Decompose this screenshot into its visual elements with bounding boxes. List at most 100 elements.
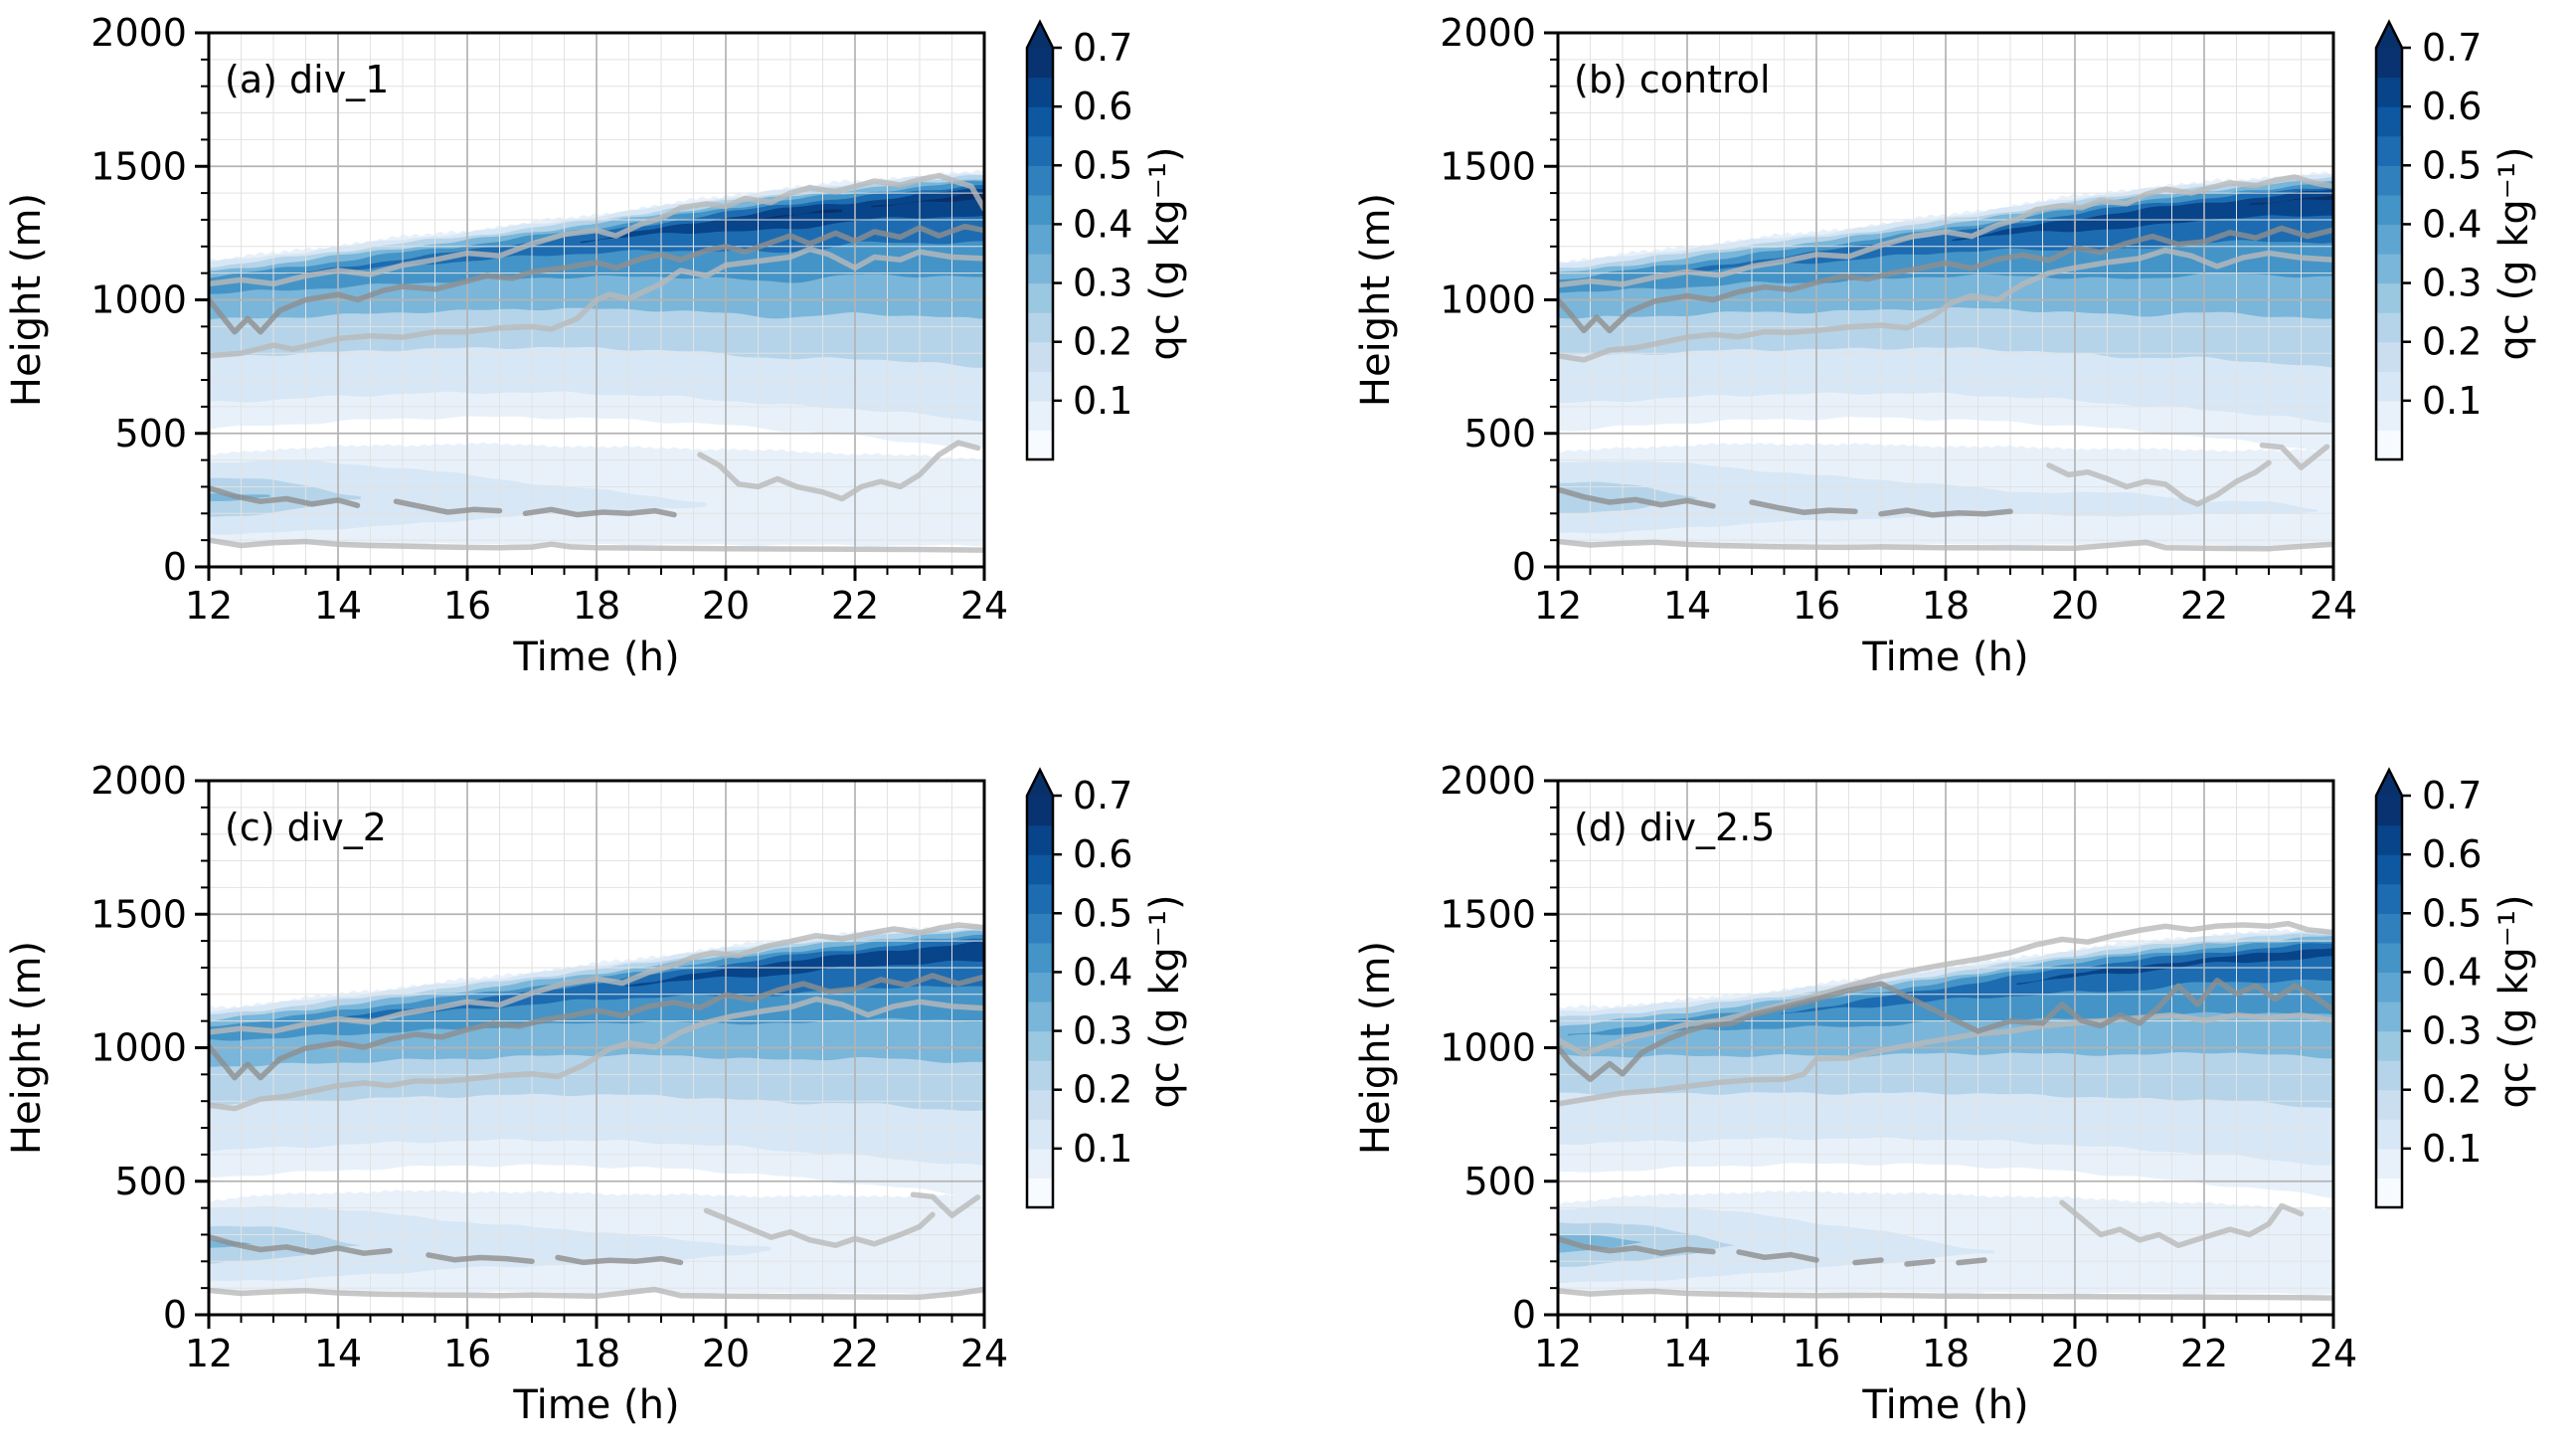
colorbar-segment xyxy=(2376,224,2402,255)
colorbar-tick-label: 0.2 xyxy=(2422,320,2482,364)
colorbar-segment xyxy=(2376,972,2402,1002)
y-tick-label: 2000 xyxy=(1440,11,1536,55)
gray-contour-line xyxy=(1558,538,2333,552)
contour-band-0.6 xyxy=(625,941,984,987)
gray-contour-line xyxy=(1558,1288,2333,1301)
colorbar-tick-label: 0.5 xyxy=(1073,891,1132,935)
x-tick-label: 12 xyxy=(1534,584,1582,628)
colorbar-tick-label: 0.2 xyxy=(2422,1068,2482,1112)
colorbar-tick-label: 0.7 xyxy=(1073,774,1132,818)
colorbar-segment xyxy=(2376,1001,2402,1032)
colorbar-segment xyxy=(1027,1030,1053,1061)
x-tick-label: 14 xyxy=(1663,584,1711,628)
x-axis-label: Time (h) xyxy=(512,1382,679,1428)
colorbar-segment xyxy=(2376,341,2402,372)
colorbar-segment xyxy=(1027,341,1053,372)
contour-band-0.6 xyxy=(1952,189,2333,242)
colorbar-segment xyxy=(2376,254,2402,284)
gray-contour-line xyxy=(209,1233,393,1256)
x-tick-label: 24 xyxy=(960,1332,1008,1375)
gray-contour-line xyxy=(209,996,984,1112)
y-axis-label: Height (m) xyxy=(4,941,50,1155)
x-tick-label: 14 xyxy=(314,584,362,628)
gray-contour-line xyxy=(1558,920,2333,1057)
panel-title: (b) control xyxy=(1574,58,1771,101)
gray-contour-line xyxy=(1558,248,2333,363)
gray-contour-line xyxy=(209,485,361,508)
x-tick-label: 24 xyxy=(2310,1332,2357,1375)
colorbar-label: qc (g kg⁻¹) xyxy=(2491,894,2537,1108)
x-axis-label: Time (h) xyxy=(1861,1382,2028,1428)
colorbar-tick-label: 0.4 xyxy=(2422,950,2482,994)
colorbar-segment xyxy=(2376,371,2402,402)
x-tick-label: 18 xyxy=(573,1332,620,1375)
colorbar-segment xyxy=(1027,165,1053,196)
y-tick-label: 500 xyxy=(1463,1160,1536,1203)
colorbar-segment xyxy=(2376,1178,2402,1208)
colorbar-segment xyxy=(1027,913,1053,944)
colorbar-tick-label: 0.4 xyxy=(1073,202,1132,246)
gray-contour-line xyxy=(209,246,984,359)
colorbar-segment xyxy=(1027,1089,1053,1120)
colorbar-tick-label: 0.4 xyxy=(1073,950,1132,994)
colorbar-tick-label: 0.7 xyxy=(1073,26,1132,70)
colorbar-segment xyxy=(1027,1119,1053,1150)
contour-band-0.6 xyxy=(2016,948,2333,986)
colorbar-segment xyxy=(1027,942,1053,974)
y-tick-label: 1000 xyxy=(1440,1026,1536,1070)
panel-d-plot-area xyxy=(1558,781,2333,1315)
colorbar-tick-label: 0.5 xyxy=(1073,143,1132,187)
colorbar-segment xyxy=(2376,282,2402,313)
y-tick-label: 0 xyxy=(163,545,187,589)
x-tick-label: 20 xyxy=(2051,1332,2099,1375)
colorbar-segment xyxy=(2376,48,2402,79)
colorbar-extend-arrow xyxy=(2376,770,2402,796)
gray-contour-line xyxy=(209,223,984,335)
y-tick-label: 1000 xyxy=(90,278,187,322)
y-tick-label: 500 xyxy=(114,412,187,455)
colorbar-segment xyxy=(2376,913,2402,944)
colorbar-tick-label: 0.2 xyxy=(1073,1068,1132,1112)
colorbar-label: qc (g kg⁻¹) xyxy=(1142,894,1188,1108)
x-tick-label: 24 xyxy=(2310,584,2357,628)
x-tick-label: 18 xyxy=(1922,584,1970,628)
colorbar-tick-label: 0.2 xyxy=(1073,320,1132,364)
y-tick-label: 1500 xyxy=(90,892,187,936)
colorbar-tick-label: 0.4 xyxy=(2422,202,2482,246)
gray-contour-line xyxy=(1558,1011,2333,1107)
gray-contour-line xyxy=(1558,174,2333,288)
colorbar-segment xyxy=(1027,400,1053,432)
x-tick-label: 22 xyxy=(2180,1332,2228,1375)
gray-contour-line xyxy=(1904,1258,1936,1267)
y-tick-label: 1000 xyxy=(90,1026,187,1070)
x-tick-label: 16 xyxy=(1793,584,1840,628)
colorbar-outline xyxy=(1025,19,1055,461)
colorbar-c: 0.1 0.2 0.3 0.4 0.5 0.6 0.7 qc (g kg⁻¹) xyxy=(1025,767,1188,1209)
colorbar-segment xyxy=(2376,194,2402,226)
panel-a-plot-area xyxy=(209,33,984,567)
x-tick-label: 24 xyxy=(960,584,1008,628)
colorbar-label: qc (g kg⁻¹) xyxy=(1142,146,1188,360)
gray-contour-line xyxy=(2046,459,2272,507)
colorbar-tick-label: 0.5 xyxy=(2422,891,2482,935)
colorbar-outline xyxy=(2374,767,2404,1209)
x-tick-label: 18 xyxy=(1922,1332,1970,1375)
colorbar-segment xyxy=(1027,135,1053,166)
gray-contour-line xyxy=(209,973,984,1081)
colorbar-a: 0.1 0.2 0.3 0.4 0.5 0.6 0.7 qc (g kg⁻¹) xyxy=(1025,19,1188,461)
y-tick-label: 2000 xyxy=(90,759,187,803)
colorbar-tick-label: 0.7 xyxy=(2422,26,2482,70)
colorbar-segment xyxy=(2376,312,2402,343)
colorbar-tick-label: 0.6 xyxy=(1073,85,1132,128)
colorbar-segment xyxy=(1027,194,1053,226)
colorbar-tick-label: 0.5 xyxy=(2422,143,2482,187)
y-axis-label: Height (m) xyxy=(1353,941,1399,1155)
colorbar-segment xyxy=(2376,796,2402,826)
y-tick-label: 2000 xyxy=(1440,759,1536,803)
colorbar-segment xyxy=(1027,1060,1053,1091)
y-tick-label: 1500 xyxy=(1440,144,1536,188)
colorbar-segment xyxy=(1027,312,1053,343)
colorbar-segment xyxy=(2376,1089,2402,1120)
colorbar-tick-label: 0.1 xyxy=(1073,1127,1132,1171)
